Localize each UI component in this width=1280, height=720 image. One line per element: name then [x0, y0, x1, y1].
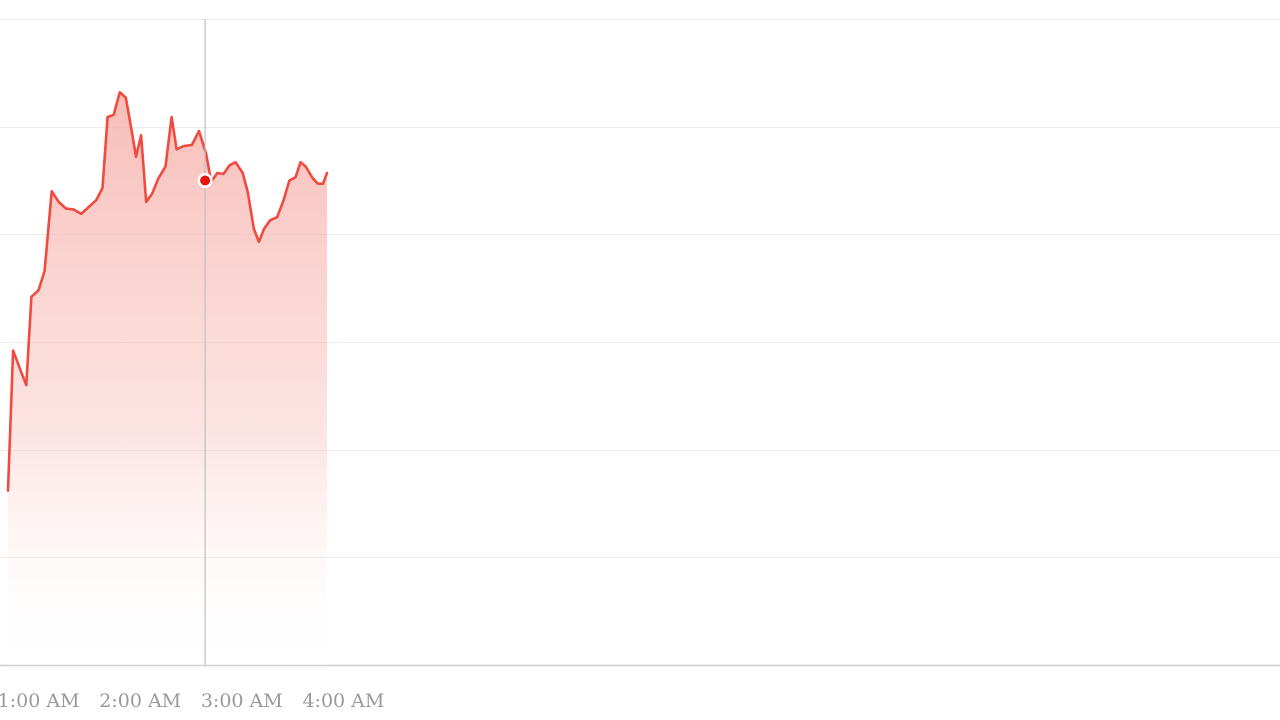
x-tick-label: 3:00 AM: [201, 690, 283, 712]
price-line: [6, 90, 329, 492]
series-line: [6, 90, 329, 492]
x-axis: 1:00 AM 2:00 AM 3:00 AM 4:00 AM: [0, 690, 384, 712]
x-tick-label: 2:00 AM: [99, 690, 181, 712]
hover-point: [200, 175, 211, 186]
hover-cursor: [197, 19, 213, 665]
series-area: [8, 92, 327, 665]
area-fill: [8, 92, 327, 665]
x-tick-label: 1:00 AM: [0, 690, 80, 712]
x-tick-label: 4:00 AM: [302, 690, 384, 712]
